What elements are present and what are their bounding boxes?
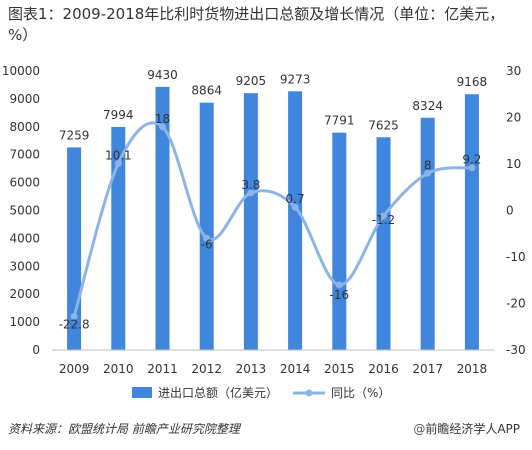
legend-bar-label: 进出口总额（亿美元） xyxy=(158,385,278,400)
left-tick-label: 4000 xyxy=(9,231,40,245)
line-value-label: -1.2 xyxy=(372,213,395,227)
bar-value-label: 7625 xyxy=(368,118,399,132)
growth-line xyxy=(72,121,473,317)
left-tick-label: 6000 xyxy=(9,176,40,190)
brand: @前瞻经济学人APP xyxy=(413,420,520,437)
line-value-label: -16 xyxy=(329,288,349,302)
right-tick-label: -10 xyxy=(506,250,526,264)
line-marker xyxy=(114,160,122,168)
left-tick-label: 2000 xyxy=(9,287,40,301)
bar xyxy=(288,91,303,351)
x-tick-label: 2015 xyxy=(324,362,355,376)
legend-line-marker xyxy=(305,389,313,397)
x-axis: 2009 2010 2011 2012 2013 2014 2015 2016 2017 2018 xyxy=(52,349,494,376)
brand-label: 前瞻经济学人APP xyxy=(425,422,520,436)
x-tick-label: 2012 xyxy=(191,362,222,376)
bar-data-labels: 7259 7994 9430 8864 9205 9273 7791 7625 8324 9168 xyxy=(59,68,487,143)
right-tick-label: -30 xyxy=(506,343,526,357)
line-data-labels: -22.8 10.1 18 -6 3.8 0.7 -16 -1.2 8 9.2 xyxy=(59,112,482,332)
chart-title: 图表1：2009-2018年比利时货物进出口总额及增长情况（单位：亿美元，%） xyxy=(8,5,505,44)
x-tick-label: 2017 xyxy=(412,362,443,376)
left-tick-label: 1000 xyxy=(9,315,40,329)
line-value-label: 3.8 xyxy=(241,178,260,192)
source-note: 资料来源：欧盟统计局 前瞻产业研究院整理 xyxy=(8,422,240,436)
line-marker xyxy=(468,164,476,172)
left-tick-label: 9000 xyxy=(9,92,40,106)
bar xyxy=(332,132,347,350)
line-marker xyxy=(203,234,211,242)
left-tick-label: 10000 xyxy=(2,64,40,78)
x-tick-label: 2009 xyxy=(59,362,90,376)
legend: 进出口总额（亿美元） 同比（%） xyxy=(132,385,390,400)
line-value-label: 8 xyxy=(424,158,432,172)
line-value-label: 10.1 xyxy=(105,149,132,163)
bar-value-label: 9168 xyxy=(457,75,488,89)
right-tick-label: 10 xyxy=(506,157,521,171)
x-tick-label: 2010 xyxy=(103,362,134,376)
line-marker xyxy=(247,189,255,197)
left-tick-label: 7000 xyxy=(9,148,40,162)
bar-value-label: 7994 xyxy=(103,108,134,122)
bar xyxy=(464,94,479,350)
bar-value-label: 7791 xyxy=(324,114,355,128)
x-tick-label: 2018 xyxy=(457,362,488,376)
bar-value-label: 9430 xyxy=(147,68,178,82)
bar-value-label: 7259 xyxy=(59,128,90,142)
x-tick-label: 2013 xyxy=(236,362,267,376)
line-value-label: 9.2 xyxy=(462,153,481,167)
legend-line-label: 同比（%） xyxy=(331,386,390,400)
line-value-label: -22.8 xyxy=(59,318,90,332)
right-tick-label: -20 xyxy=(506,297,526,311)
brand-icon: @ xyxy=(413,422,426,436)
legend-bar-swatch xyxy=(132,387,152,398)
x-tick-label: 2011 xyxy=(147,362,178,376)
left-tick-label: 0 xyxy=(32,343,40,357)
line-value-label: 18 xyxy=(155,112,170,126)
right-tick-label: 0 xyxy=(506,204,514,218)
bar xyxy=(243,93,258,351)
line-marker xyxy=(424,169,432,177)
line-marker xyxy=(291,203,299,211)
line-marker xyxy=(335,281,343,289)
right-tick-label: 30 xyxy=(506,64,521,78)
bar xyxy=(111,126,126,350)
x-tick-label: 2014 xyxy=(280,362,311,376)
left-tick-label: 8000 xyxy=(9,120,40,134)
bar-value-label: 9273 xyxy=(280,72,311,86)
line-marker xyxy=(159,123,166,131)
left-tick-label: 5000 xyxy=(9,204,40,218)
line-marker xyxy=(70,313,78,321)
bar xyxy=(199,102,214,350)
bar-value-label: 8864 xyxy=(191,84,222,98)
footer: 资料来源：欧盟统计局 前瞻产业研究院整理 @前瞻经济学人APP xyxy=(8,420,524,437)
line-marker xyxy=(380,212,387,220)
bar xyxy=(420,117,435,350)
right-axis: -30 -20 -10 0 10 20 30 xyxy=(506,64,526,357)
line-value-label: 0.7 xyxy=(286,192,305,206)
bar-value-label: 9205 xyxy=(236,74,267,88)
combo-chart: 0100020003000400050006000700080009000100… xyxy=(2,64,526,400)
bar xyxy=(155,86,170,350)
line-series xyxy=(70,121,476,321)
bar-value-label: 8324 xyxy=(412,99,443,113)
left-axis: 0 1000 2000 3000 4000 5000 6000 7000 8000 9000 100… xyxy=(2,64,40,357)
bar-series xyxy=(67,86,479,351)
x-tick-label: 2016 xyxy=(368,362,399,376)
right-tick-label: 20 xyxy=(506,111,521,125)
left-tick-label: 3000 xyxy=(9,259,40,273)
bar xyxy=(376,137,391,350)
line-value-label: -6 xyxy=(201,237,213,251)
